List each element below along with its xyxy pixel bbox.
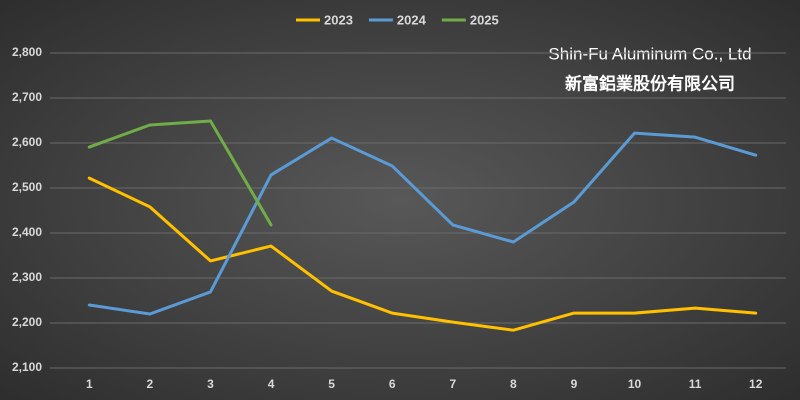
x-tick-label: 8 [510, 377, 517, 391]
series-line [87, 119, 273, 227]
company-name: Shin-Fu Aluminum Co., Ltd [548, 44, 751, 63]
y-tick-label: 2,500 [12, 180, 42, 194]
x-tick-label: 12 [749, 377, 763, 391]
legend-label: 2024 [397, 12, 427, 27]
y-tick-label: 2,700 [12, 90, 42, 104]
x-tick-label: 7 [449, 377, 456, 391]
series-line [87, 131, 758, 316]
x-tick-label: 1 [86, 377, 93, 391]
y-tick-label: 2,600 [12, 135, 42, 149]
y-tick-label: 2,800 [12, 45, 42, 59]
series-line [87, 176, 758, 332]
y-tick-label: 2,100 [12, 360, 42, 374]
legend-label: 2025 [470, 12, 499, 27]
y-tick-label: 2,200 [12, 315, 42, 329]
legend-label: 2023 [324, 12, 353, 27]
x-tick-label: 11 [689, 377, 702, 391]
company-name-cn: 新富鋁業股份有限公司 [565, 73, 735, 93]
x-tick-label: 2 [147, 377, 154, 391]
x-tick-label: 10 [628, 377, 642, 391]
x-tick-label: 5 [328, 377, 335, 391]
x-tick-label: 9 [571, 377, 578, 391]
y-tick-label: 2,400 [12, 225, 42, 239]
x-tick-label: 6 [389, 377, 396, 391]
x-tick-label: 4 [268, 377, 275, 391]
x-tick-label: 3 [207, 377, 214, 391]
y-tick-label: 2,300 [12, 270, 42, 284]
